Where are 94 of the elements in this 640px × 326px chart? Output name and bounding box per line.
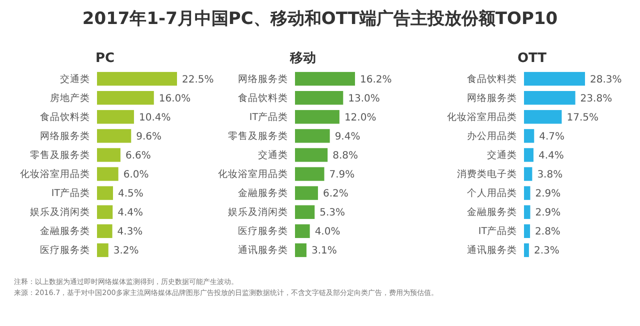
bar: [524, 148, 534, 162]
bar: [295, 205, 315, 219]
data-label: 22.5%: [182, 74, 214, 86]
y-tick-label: 食品饮料类: [40, 110, 90, 123]
y-tick-label: 网络服务类: [238, 72, 288, 85]
y-tick-label: 娱乐及消闲类: [228, 206, 288, 218]
bar: [524, 110, 562, 124]
y-tick-label: 金融服务类: [238, 187, 288, 200]
data-label: 7.9%: [329, 170, 355, 181]
bar: [295, 90, 344, 105]
data-label: 17.5%: [566, 112, 598, 124]
y-tick-label: 交通类: [487, 149, 517, 162]
bar: [524, 90, 576, 105]
bar: [97, 129, 132, 143]
y-tick-label: 金融服务类: [467, 206, 517, 218]
y-tick-label: IT产品类: [51, 187, 90, 200]
data-label: 4.3%: [117, 226, 143, 238]
bar: [524, 205, 530, 219]
bar: [97, 90, 154, 105]
data-label: 4.4%: [538, 150, 564, 162]
data-label: 23.8%: [580, 93, 612, 104]
data-label: 4.4%: [118, 208, 144, 219]
y-tick-label: 金融服务类: [40, 225, 90, 238]
bar: [524, 129, 534, 143]
chart-title: OTT: [517, 51, 547, 66]
data-label: 3.2%: [113, 246, 139, 257]
y-tick-label: 网络服务类: [467, 92, 517, 104]
data-label: 10.4%: [138, 112, 171, 124]
y-tick-label: 化妆浴室用品类: [20, 168, 90, 180]
data-label: 6.2%: [322, 188, 348, 200]
bar: [97, 167, 118, 181]
data-label: 2.9%: [535, 208, 561, 219]
data-label: 6.6%: [125, 150, 151, 162]
y-tick-label: 化妆浴室用品类: [218, 168, 288, 180]
chart-title: PC: [95, 51, 115, 66]
bar: [97, 72, 177, 86]
y-tick-label: 通讯服务类: [467, 244, 517, 256]
data-label: 3.8%: [537, 170, 563, 181]
data-label: 6.0%: [123, 170, 149, 181]
bar: [295, 72, 355, 86]
y-tick-label: 零售及服务类: [30, 149, 90, 162]
data-label: 2.3%: [534, 246, 560, 257]
bar: [524, 72, 585, 86]
data-label: 16.2%: [360, 74, 392, 86]
data-label: 8.8%: [332, 150, 358, 162]
y-tick-label: 个人用品类: [467, 187, 517, 200]
data-label: 3.1%: [311, 246, 337, 257]
y-tick-label: 交通类: [258, 149, 288, 162]
data-label: 5.3%: [320, 208, 346, 219]
bar: [524, 243, 529, 258]
data-label: 2.8%: [535, 226, 560, 238]
data-label: 9.6%: [136, 131, 162, 142]
data-label: 4.5%: [118, 188, 144, 200]
y-tick-label: IT产品类: [478, 225, 517, 238]
y-tick-label: 网络服务类: [40, 130, 90, 142]
y-tick-label: 办公用品类: [467, 130, 517, 142]
bar: [97, 148, 120, 162]
y-tick-label: 消费类电子类: [457, 168, 517, 180]
y-tick-label: 零售及服务类: [228, 130, 288, 142]
y-tick-label: 房地产类: [50, 92, 90, 104]
bar: [295, 243, 306, 258]
bar: [295, 129, 330, 143]
chart-title: 移动: [289, 51, 316, 66]
y-tick-label: 交通类: [60, 72, 90, 85]
bar: [295, 110, 340, 124]
bar: [295, 148, 328, 162]
data-label: 28.3%: [590, 74, 622, 86]
y-tick-label: 医疗服务类: [40, 244, 90, 256]
data-label: 12.0%: [344, 112, 376, 124]
y-tick-label: 医疗服务类: [238, 225, 288, 238]
data-label: 2.9%: [535, 188, 561, 200]
bar: [295, 186, 318, 200]
data-label: 13.0%: [348, 93, 380, 104]
bar: [524, 167, 532, 181]
bar: [97, 205, 113, 219]
bar: [97, 243, 108, 258]
y-tick-label: 食品饮料类: [238, 92, 288, 104]
bar: [97, 186, 113, 200]
bar: [97, 110, 134, 124]
bar: [524, 186, 530, 200]
data-label: 9.4%: [334, 131, 360, 142]
bar: [295, 167, 324, 181]
data-label: 16.0%: [158, 93, 191, 104]
y-tick-label: 食品饮料类: [467, 72, 517, 85]
data-label: 4.7%: [539, 131, 565, 142]
data-label: 4.0%: [314, 226, 340, 238]
bar: [295, 224, 310, 238]
y-tick-label: IT产品类: [249, 110, 288, 123]
bar: [97, 224, 112, 238]
y-tick-label: 化妆浴室用品类: [447, 110, 517, 123]
y-tick-label: 娱乐及消闲类: [30, 206, 90, 218]
bar: [524, 224, 530, 238]
y-tick-label: 通讯服务类: [238, 244, 288, 256]
text: 2017年1-7月中国PC、移动和OTT端广告主投放份额TOP10: [82, 9, 558, 29]
